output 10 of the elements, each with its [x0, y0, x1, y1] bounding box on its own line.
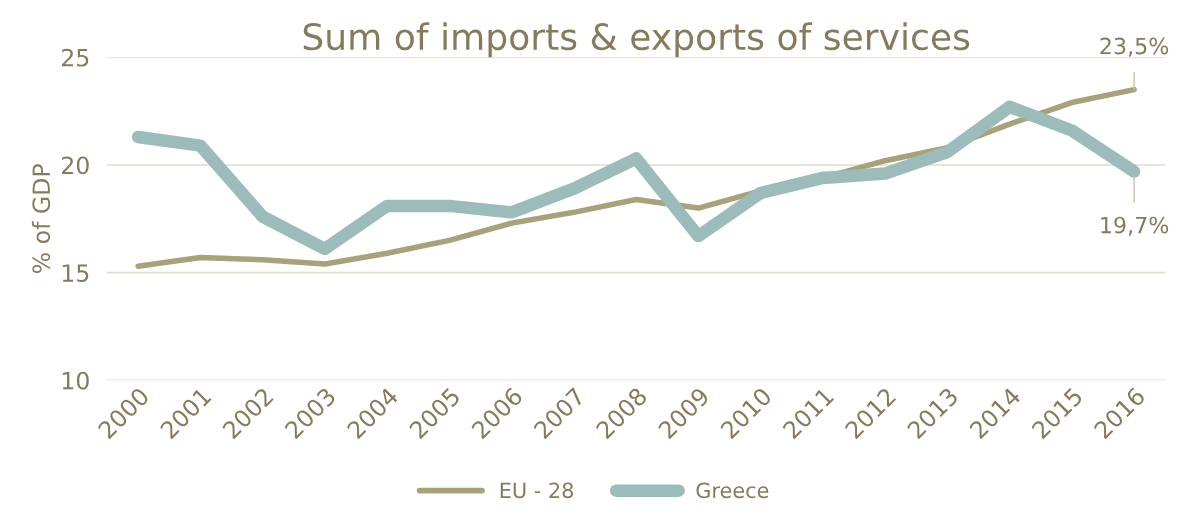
- y-tick-label: 25: [62, 48, 89, 67]
- annotation: 23,5%: [1100, 37, 1169, 57]
- y-tick-label: 20: [62, 156, 89, 175]
- annotation: 19,7%: [1101, 216, 1169, 236]
- y-tick-label: 10: [62, 371, 89, 390]
- y-axis-title: % of GDP: [31, 164, 51, 273]
- chart-title: Sum of imports & exports of services: [303, 22, 970, 58]
- y-tick-label: 15: [62, 264, 89, 282]
- legend-label: EU - 28: [500, 482, 574, 499]
- legend-label: Greece: [696, 482, 769, 499]
